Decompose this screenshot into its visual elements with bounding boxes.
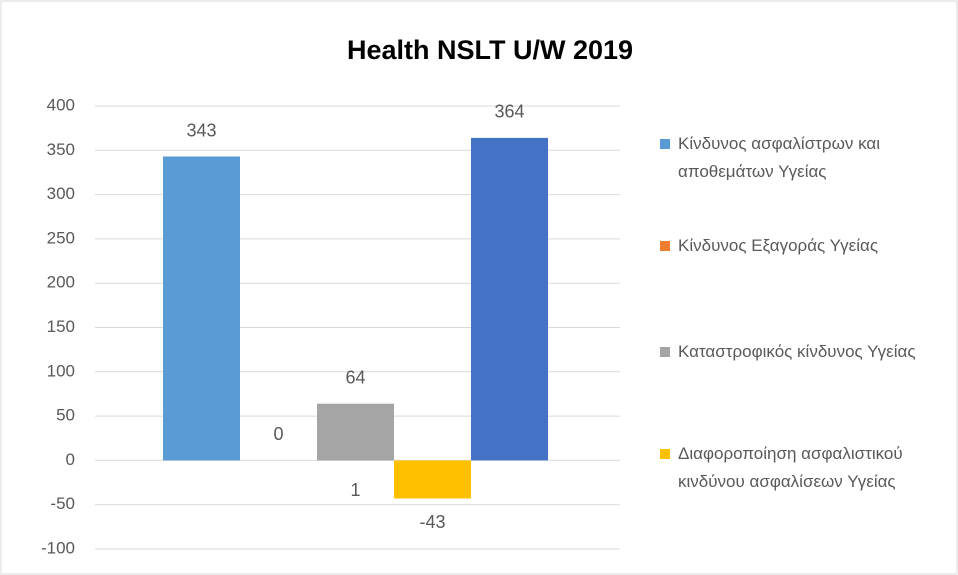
legend-swatch: [660, 241, 670, 251]
chart-title: Health NSLT U/W 2019: [347, 35, 633, 65]
legend-swatch: [660, 347, 670, 357]
bar: [163, 156, 240, 461]
legend-item: Διαφοροποίηση ασφαλιστικού κινδύνου ασφα…: [660, 440, 950, 496]
y-tick-label: -50: [50, 494, 75, 513]
legend-label: Κίνδυνος Εξαγοράς Υγείας: [678, 236, 879, 255]
y-tick-label: 150: [47, 317, 75, 336]
legend-swatch: [660, 449, 670, 459]
data-label: -43: [419, 512, 445, 532]
y-tick-label: 200: [47, 273, 75, 292]
legend-swatch: [660, 139, 670, 149]
y-tick-label: 300: [47, 184, 75, 203]
legend-item: Καταστροφικός κίνδυνος Υγείας: [660, 338, 950, 366]
bar: [317, 403, 394, 461]
y-tick-label: 0: [66, 450, 75, 469]
y-tick-label: 50: [56, 406, 75, 425]
data-label: 0: [273, 424, 283, 444]
bar: [394, 460, 471, 499]
y-tick-label: 400: [47, 95, 75, 114]
legend-label: Διαφοροποίηση ασφαλιστικού κινδύνου ασφα…: [678, 444, 903, 491]
data-label: 343: [186, 120, 216, 140]
y-tick-label: 350: [47, 140, 75, 159]
data-label: 64: [345, 367, 365, 387]
bar: [471, 137, 548, 461]
y-tick-label: 100: [47, 361, 75, 380]
y-tick-label: -100: [41, 538, 75, 557]
y-tick-label: 250: [47, 228, 75, 247]
legend-label: Καταστροφικός κίνδυνος Υγείας: [678, 342, 916, 361]
legend-item: Κίνδυνος ασφαλίστρων και αποθεμάτων Υγεί…: [660, 130, 950, 186]
legend-label: Κίνδυνος ασφαλίστρων και αποθεμάτων Υγεί…: [678, 134, 880, 181]
annotation: 1: [350, 480, 360, 500]
data-label: 364: [494, 102, 524, 122]
legend-item: Κίνδυνος Εξαγοράς Υγείας: [660, 232, 950, 260]
